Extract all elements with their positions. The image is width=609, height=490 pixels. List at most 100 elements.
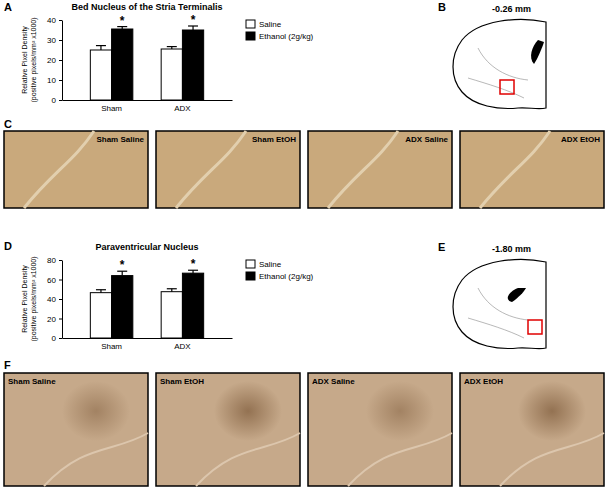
micrograph-image <box>308 373 452 486</box>
bar <box>90 50 111 100</box>
x-axis: Sham ADX <box>63 101 233 113</box>
brain-outline <box>453 19 546 108</box>
y-tick: 80 <box>47 256 62 265</box>
panel-letter: B <box>438 1 446 13</box>
y-tick-label: 0 <box>52 96 57 105</box>
legend-label: Saline <box>259 260 282 269</box>
y-tick-label: 40 <box>47 295 56 304</box>
chart-title: Bed Nucleus of the Stria Terminalis <box>72 2 223 12</box>
micrograph-label: ADX EtOH <box>464 377 503 386</box>
bar <box>161 292 182 338</box>
tissue-texture <box>518 381 586 441</box>
bar <box>182 273 203 338</box>
atlas-section <box>453 19 546 108</box>
x-axis-line <box>63 100 233 101</box>
significance-mark: * <box>191 257 196 271</box>
legend-label: Saline <box>259 20 282 29</box>
panel-letter: C <box>4 118 12 130</box>
plot-marks <box>90 26 203 100</box>
y-tick-mark <box>59 100 62 101</box>
error-cap <box>167 288 177 289</box>
panel-letter: D <box>4 240 12 252</box>
y-tick-mark <box>59 20 62 21</box>
x-tick-label: Sham <box>101 342 122 351</box>
y-tick-mark <box>59 80 62 81</box>
y-tick: 0 <box>52 96 62 105</box>
y-tick-mark <box>59 338 62 339</box>
brain-outline <box>453 259 546 348</box>
x-tick-label: Sham <box>101 104 122 113</box>
micrograph: Sham Saline <box>4 373 148 486</box>
y-tick-mark <box>59 319 62 320</box>
x-tick: ADX <box>174 104 191 113</box>
bar <box>112 29 133 100</box>
y-axis: 0 20 40 60 80 <box>47 256 62 343</box>
y-tick-label: 20 <box>47 56 56 65</box>
tissue-texture <box>214 381 282 441</box>
y-tick-label: 20 <box>47 315 56 324</box>
error-bar <box>167 289 177 292</box>
legend-swatch <box>246 272 255 280</box>
bar <box>161 49 182 100</box>
y-tick: 20 <box>47 315 62 324</box>
tissue-texture <box>176 131 246 208</box>
micrograph-image <box>308 131 452 208</box>
error-bar <box>96 46 106 50</box>
panel-letter: F <box>4 359 11 371</box>
region-box <box>528 320 542 334</box>
micrograph: ADX EtOH <box>460 373 604 486</box>
error-cap <box>167 46 177 47</box>
y-tick: 40 <box>47 16 62 25</box>
legend: Saline Ethanol (2g/kg) <box>246 20 314 41</box>
legend: Saline Ethanol (2g/kg) <box>246 260 314 281</box>
y-tick-label: 80 <box>47 256 56 265</box>
x-tick-label: ADX <box>174 342 191 351</box>
legend-swatch <box>246 260 255 268</box>
y-axis-title: Relative Pixel Density <box>21 265 29 333</box>
y-tick-mark <box>59 260 62 261</box>
y-tick: 60 <box>47 276 62 285</box>
micrograph: ADX EtOH <box>460 131 604 208</box>
micrograph-label: Sham EtOH <box>252 135 296 144</box>
y-tick-mark <box>59 280 62 281</box>
micrograph-label: Sham Saline <box>96 135 144 144</box>
error-cap <box>96 289 106 290</box>
bar-chart: 0 10 20 30 40 Sham ADX Bed Nucleus of the Stria… <box>21 2 314 113</box>
y-tick: 10 <box>47 76 62 85</box>
micrograph: Sham EtOH <box>156 131 300 208</box>
micrograph: Sham Saline <box>4 131 148 208</box>
figure: ABCDEF010203040ShamADXBed Nucleus of the… <box>0 0 609 490</box>
micrograph-label: Sham Saline <box>8 377 56 386</box>
micrograph: ADX Saline <box>308 373 452 486</box>
legend-label: Ethanol (2g/kg) <box>259 272 314 281</box>
y-tick: 20 <box>47 56 62 65</box>
micrograph-label: ADX Saline <box>405 135 448 144</box>
atlas-section <box>453 259 546 348</box>
error-stem <box>100 46 101 50</box>
x-tick-label: ADX <box>174 104 191 113</box>
chart-title: Paraventricular Nucleus <box>95 242 198 252</box>
region-box <box>500 80 514 94</box>
x-tick: ADX <box>174 342 191 351</box>
tissue-texture <box>500 433 604 486</box>
x-axis-line <box>63 338 233 339</box>
error-bar <box>167 47 177 49</box>
y-tick-mark <box>59 60 62 61</box>
y-tick-label: 0 <box>52 334 57 343</box>
bar <box>182 30 203 100</box>
tissue-texture <box>366 381 434 441</box>
y-tick-mark <box>59 40 62 41</box>
micrograph-label: ADX Saline <box>312 377 355 386</box>
y-tick: 0 <box>52 334 62 343</box>
legend-label: Ethanol (2g/kg) <box>259 32 314 41</box>
micrograph-image <box>460 373 604 486</box>
significance-mark: * <box>120 14 125 28</box>
error-cap <box>96 45 106 46</box>
micrograph-image <box>4 373 148 486</box>
bar <box>90 293 111 338</box>
legend-swatch <box>246 32 255 40</box>
y-tick-label: 30 <box>47 36 56 45</box>
micrograph-image <box>156 131 300 208</box>
atlas-label: -1.80 mm <box>492 244 531 254</box>
y-tick-mark <box>59 299 62 300</box>
